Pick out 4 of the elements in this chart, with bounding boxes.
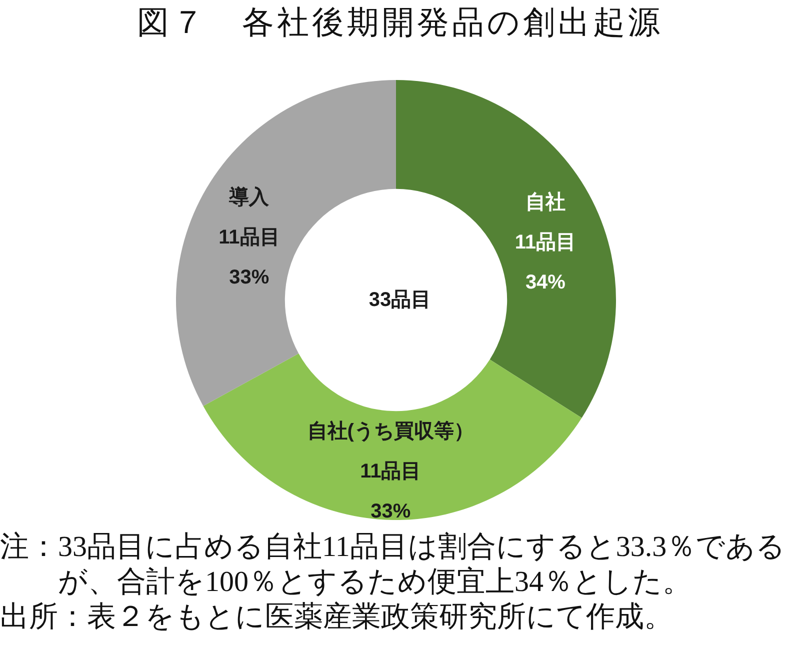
annotation: 注：33品目に占める自社11品目は割合にすると33.3％であるが、合計を100％とするため便宜上34％とした。 [0, 530, 787, 600]
title: 図７ 各社後期開発品の創出起源 [136, 2, 664, 42]
annotation: 33品目 [368, 289, 432, 311]
annotation: 出所：表２をもとに医薬産業政策研究所にて作成。 [0, 600, 674, 635]
